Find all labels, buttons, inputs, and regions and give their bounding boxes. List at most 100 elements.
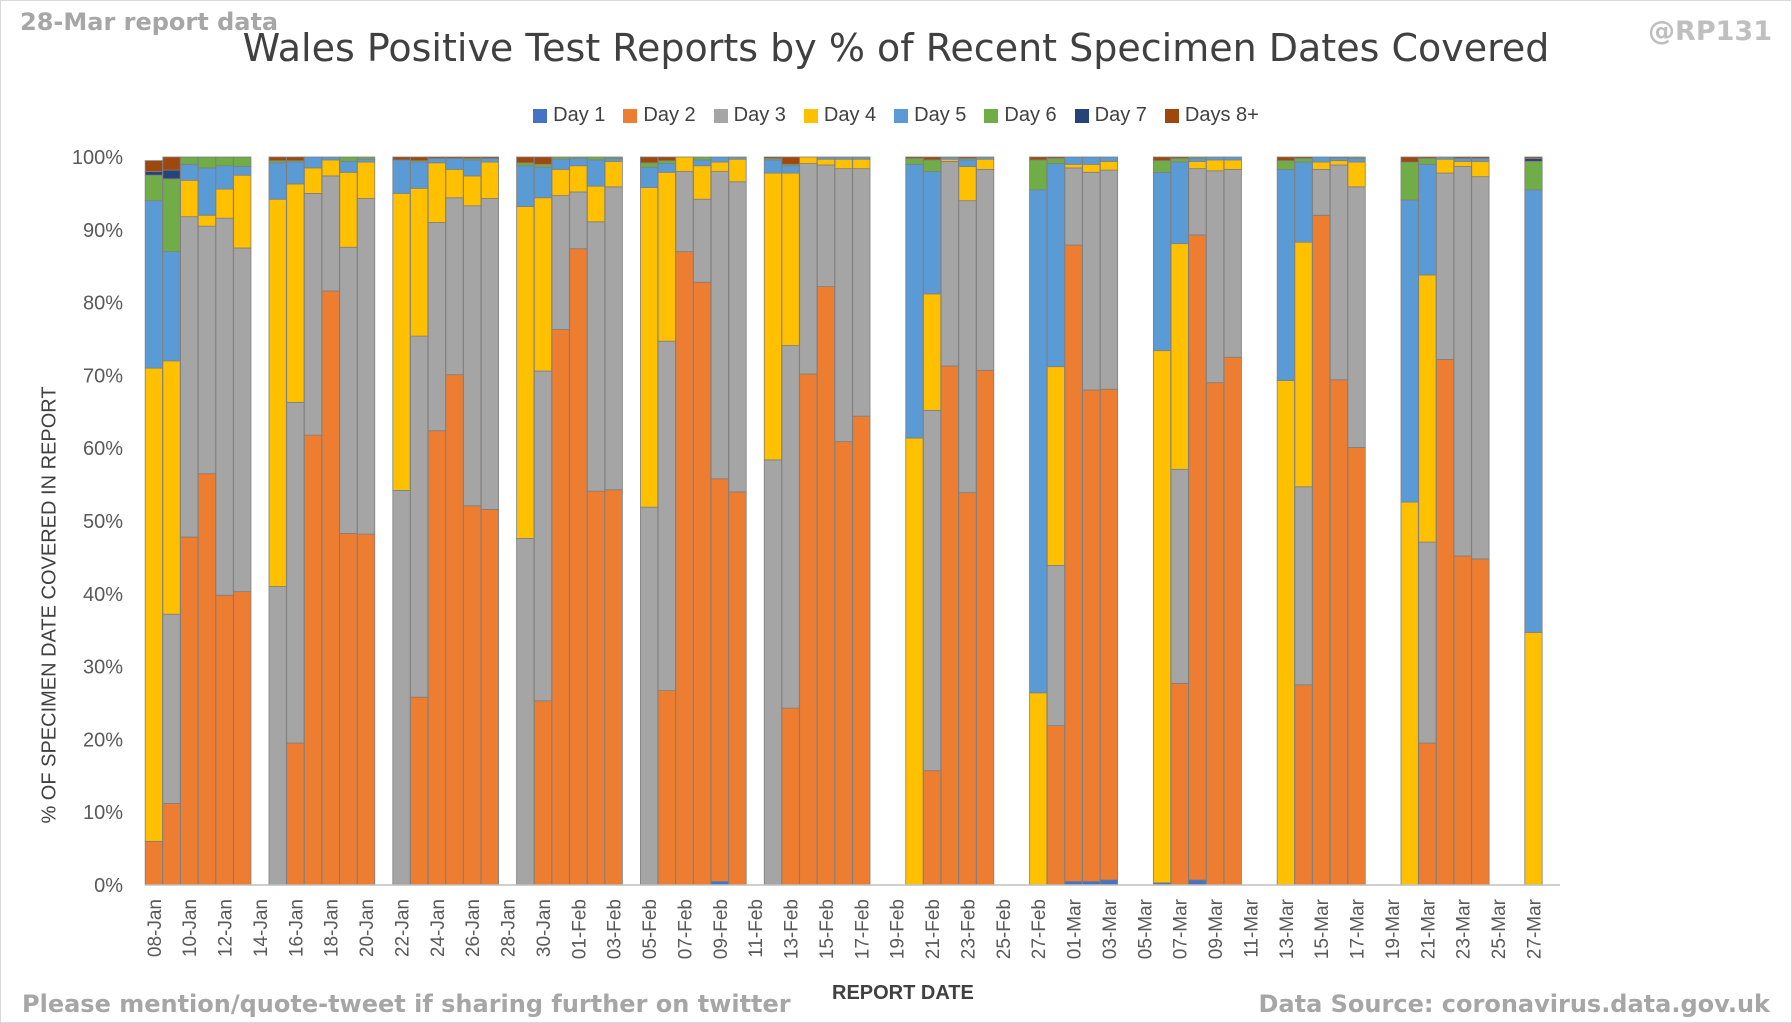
bar-segment xyxy=(1029,159,1048,191)
bar-segment xyxy=(1347,447,1366,886)
bar-segment xyxy=(640,166,659,188)
bar-segment xyxy=(1046,158,1065,164)
x-tick-label: 07-Mar xyxy=(1171,898,1192,959)
bar-segment xyxy=(657,156,676,162)
legend-item-days-8: Days 8+ xyxy=(1164,104,1259,127)
x-tick-label: 11-Mar xyxy=(1241,898,1262,957)
bar-segment xyxy=(1524,631,1543,886)
bar-segment xyxy=(215,165,234,190)
bar-segment xyxy=(1152,156,1172,162)
bar-segment xyxy=(1188,879,1207,886)
x-tick-label: 09-Mar xyxy=(1206,898,1227,959)
bar-segment xyxy=(215,594,234,886)
bar-segment xyxy=(834,441,853,886)
y-tick-label: 100% xyxy=(72,147,123,169)
bar-segment xyxy=(1418,274,1437,543)
bar-segment xyxy=(233,247,252,593)
bar-segment xyxy=(1347,186,1366,448)
bar-segment xyxy=(1082,163,1101,173)
y-tick-label: 80% xyxy=(83,293,123,315)
bar-segment xyxy=(710,478,729,882)
bar-segment xyxy=(852,415,871,886)
bar-segment xyxy=(1029,189,1048,694)
bar-segment xyxy=(233,156,252,167)
bar-segment xyxy=(303,192,323,436)
y-tick-label: 30% xyxy=(83,657,123,679)
x-tick-label: 25-Mar xyxy=(1489,898,1510,959)
bar-segment xyxy=(1400,501,1419,886)
bar-segment xyxy=(1170,243,1189,470)
bar-segment xyxy=(215,217,234,596)
bar-segment xyxy=(1223,156,1242,161)
x-tick-label: 23-Mar xyxy=(1454,898,1475,959)
bar-segment xyxy=(1099,879,1119,886)
bar-segment xyxy=(586,490,606,886)
author-handle: @RP131 xyxy=(1648,16,1772,47)
bar-segment xyxy=(162,156,181,171)
bar-segment xyxy=(1046,565,1065,726)
bar-segment xyxy=(852,158,871,170)
bar-segment xyxy=(1188,156,1207,159)
bar-segment xyxy=(1294,161,1313,243)
y-tick-label: 50% xyxy=(83,511,123,533)
bar-segment xyxy=(215,188,234,219)
bar-segment xyxy=(533,700,553,886)
bar-segment xyxy=(1188,158,1207,162)
bar-segment xyxy=(463,159,482,177)
legend-label: Days 8+ xyxy=(1184,104,1259,126)
bar-segment xyxy=(604,489,623,886)
bar-segment xyxy=(162,178,181,253)
bar-segment xyxy=(1471,160,1490,178)
bar-segment xyxy=(799,163,818,375)
legend-swatch xyxy=(803,108,818,123)
bar-segment xyxy=(657,160,676,164)
bar-segment xyxy=(357,198,376,535)
bar-segment xyxy=(1312,156,1331,163)
bar-segment xyxy=(976,158,995,170)
bar-segment xyxy=(1170,161,1189,245)
bar-segment xyxy=(1029,156,1048,161)
bar-segment xyxy=(1435,358,1455,886)
bar-segment xyxy=(675,156,694,172)
x-tick-label: 01-Mar xyxy=(1065,898,1086,959)
y-tick-label: 20% xyxy=(83,729,123,751)
bar-segment xyxy=(763,159,782,174)
x-tick-label: 08-Jan xyxy=(145,899,166,957)
x-tick-label: 15-Mar xyxy=(1312,898,1333,959)
bar-segment xyxy=(445,374,464,886)
bar-segment xyxy=(905,158,924,165)
bar-segment xyxy=(1152,350,1172,884)
bar-segment xyxy=(480,158,499,163)
bar-segment xyxy=(286,401,305,744)
bar-segment xyxy=(1099,388,1119,881)
bar-segment xyxy=(816,286,836,886)
bar-segment xyxy=(640,162,659,168)
bar-segment xyxy=(1099,160,1119,171)
x-tick-label: 07-Feb xyxy=(675,899,696,959)
bar-segment xyxy=(268,162,287,200)
bar-segment xyxy=(339,532,358,886)
bar-segment xyxy=(1524,160,1543,191)
bar-segment xyxy=(463,205,482,507)
bar-segment xyxy=(693,159,712,167)
bar-segment xyxy=(1453,160,1472,167)
bar-segment xyxy=(569,191,588,250)
bar-segment xyxy=(852,156,871,160)
bar-segment xyxy=(1276,160,1295,170)
bar-segment xyxy=(1400,161,1419,201)
bar-segment xyxy=(1418,158,1437,165)
bar-segment xyxy=(144,160,163,172)
bar-segment xyxy=(1347,156,1366,159)
bar-segment xyxy=(427,162,446,223)
x-tick-label: 18-Jan xyxy=(322,899,343,957)
x-tick-label: 12-Jan xyxy=(216,899,237,957)
bar-segment xyxy=(781,707,800,886)
bar-segment xyxy=(657,171,676,342)
bar-segment xyxy=(162,613,181,804)
bar-segment xyxy=(1435,156,1455,160)
bar-segment xyxy=(1471,158,1490,162)
bar-segment xyxy=(1099,156,1119,162)
bar-segment xyxy=(1524,158,1543,162)
bar-segment xyxy=(197,156,216,169)
bar-segment xyxy=(923,770,942,886)
